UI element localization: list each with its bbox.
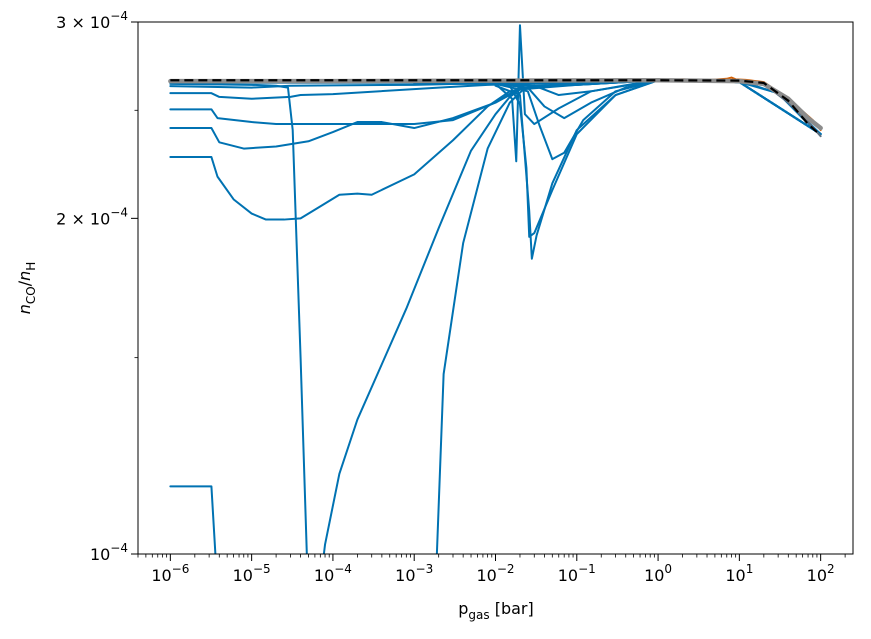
x-tick-label: 101 [725, 562, 753, 585]
x-tick-label: 10−4 [314, 562, 352, 585]
series-line-blue-2 [169, 79, 822, 136]
series-line-blue-8 [322, 79, 822, 554]
series-line-black-19 [170, 79, 818, 133]
series-line-blue-7 [169, 82, 308, 554]
x-tick-label: 10−3 [395, 562, 433, 585]
y-axis: 10−4 2 × 10−4 3 × 10−4 [56, 9, 138, 564]
series-line-blue-1 [169, 79, 822, 136]
series-line-blue-10 [413, 24, 822, 163]
series-line-blue-3 [169, 79, 822, 136]
y-tick-label: 2 × 10−4 [56, 205, 128, 228]
series-line-slate-17 [730, 79, 822, 138]
x-tick-label: 10−6 [151, 562, 189, 585]
series-line-blue-5 [169, 79, 822, 221]
x-axis: 10−6 10−5 10−4 10−3 10−2 10−1 100 101 102 [137, 554, 846, 585]
y-tick-label: 10−4 [90, 541, 128, 564]
x-tick-label: 10−2 [476, 562, 514, 585]
series-layer [168, 24, 823, 554]
x-axis-label: pgas [bar] [458, 599, 534, 622]
x-tick-label: 102 [807, 562, 835, 585]
series-line-blue-6 [169, 485, 217, 554]
y-tick-label: 3 × 10−4 [56, 9, 128, 32]
x-tick-label: 10−1 [558, 562, 596, 585]
series-line-blue-9 [435, 79, 822, 554]
y-axis-label: nCO/nH [15, 262, 38, 315]
series-line-blue-0 [169, 79, 822, 136]
x-tick-label: 10−5 [233, 562, 271, 585]
x-tick-label: 100 [644, 562, 672, 585]
